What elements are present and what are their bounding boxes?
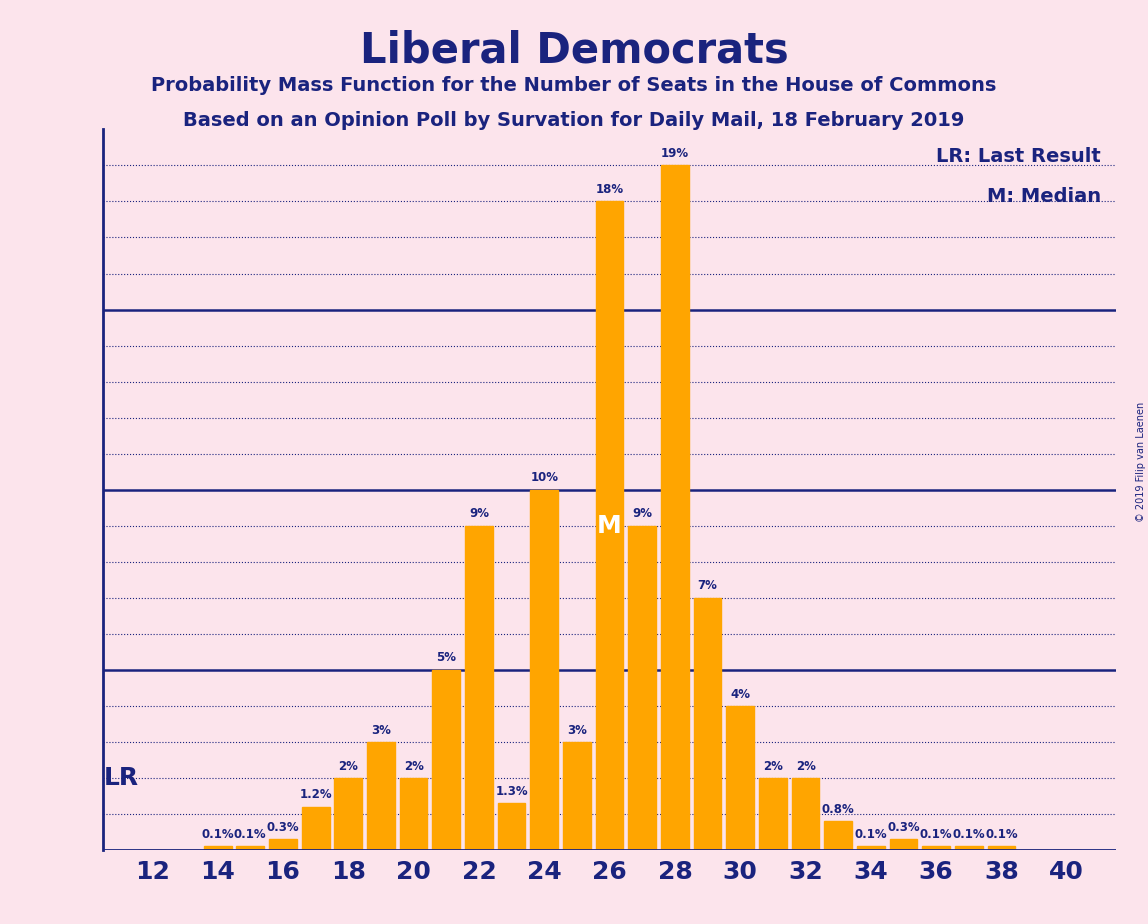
Bar — [987, 846, 1016, 850]
Bar — [792, 778, 820, 850]
Bar — [203, 846, 232, 850]
Text: 0.8%: 0.8% — [822, 803, 854, 816]
Text: 1.3%: 1.3% — [495, 784, 528, 797]
Text: 0.1%: 0.1% — [854, 828, 887, 841]
Text: 0.1%: 0.1% — [953, 828, 985, 841]
Bar — [236, 846, 264, 850]
Bar — [596, 201, 623, 850]
Text: 10%: 10% — [530, 471, 558, 484]
Bar — [890, 839, 917, 850]
Text: 5%: 5% — [436, 651, 456, 664]
Bar — [922, 846, 951, 850]
Text: 0.3%: 0.3% — [887, 821, 920, 833]
Text: 3%: 3% — [567, 723, 587, 736]
Bar — [400, 778, 427, 850]
Bar — [628, 526, 657, 850]
Text: LR: LR — [104, 766, 139, 790]
Text: 9%: 9% — [468, 507, 489, 520]
Text: 4%: 4% — [730, 687, 751, 700]
Text: 3%: 3% — [371, 723, 390, 736]
Bar — [563, 742, 591, 850]
Bar — [661, 165, 689, 850]
Text: 18%: 18% — [596, 183, 623, 196]
Bar — [955, 846, 983, 850]
Text: 2%: 2% — [339, 760, 358, 772]
Text: M: Median: M: Median — [986, 187, 1101, 206]
Bar — [759, 778, 786, 850]
Text: 0.1%: 0.1% — [920, 828, 953, 841]
Bar — [302, 807, 329, 850]
Bar — [433, 670, 460, 850]
Text: 1.2%: 1.2% — [300, 788, 332, 801]
Bar — [530, 490, 558, 850]
Text: 9%: 9% — [633, 507, 652, 520]
Text: Liberal Democrats: Liberal Democrats — [359, 30, 789, 71]
Bar — [269, 839, 297, 850]
Bar — [334, 778, 362, 850]
Text: 7%: 7% — [698, 579, 718, 592]
Bar — [367, 742, 395, 850]
Bar — [498, 803, 526, 850]
Bar — [824, 821, 852, 850]
Bar — [727, 706, 754, 850]
Text: © 2019 Filip van Laenen: © 2019 Filip van Laenen — [1135, 402, 1146, 522]
Text: 2%: 2% — [763, 760, 783, 772]
Text: Probability Mass Function for the Number of Seats in the House of Commons: Probability Mass Function for the Number… — [152, 76, 996, 95]
Bar — [693, 598, 721, 850]
Bar — [858, 846, 885, 850]
Text: 0.1%: 0.1% — [985, 828, 1018, 841]
Text: LR: Last Result: LR: Last Result — [936, 148, 1101, 166]
Text: 2%: 2% — [796, 760, 815, 772]
Bar — [465, 526, 492, 850]
Text: 0.1%: 0.1% — [201, 828, 234, 841]
Text: 2%: 2% — [404, 760, 424, 772]
Text: 0.1%: 0.1% — [234, 828, 266, 841]
Text: Based on an Opinion Poll by Survation for Daily Mail, 18 February 2019: Based on an Opinion Poll by Survation fo… — [184, 111, 964, 130]
Text: 19%: 19% — [661, 147, 689, 160]
Text: 0.3%: 0.3% — [266, 821, 300, 833]
Text: M: M — [597, 514, 622, 538]
